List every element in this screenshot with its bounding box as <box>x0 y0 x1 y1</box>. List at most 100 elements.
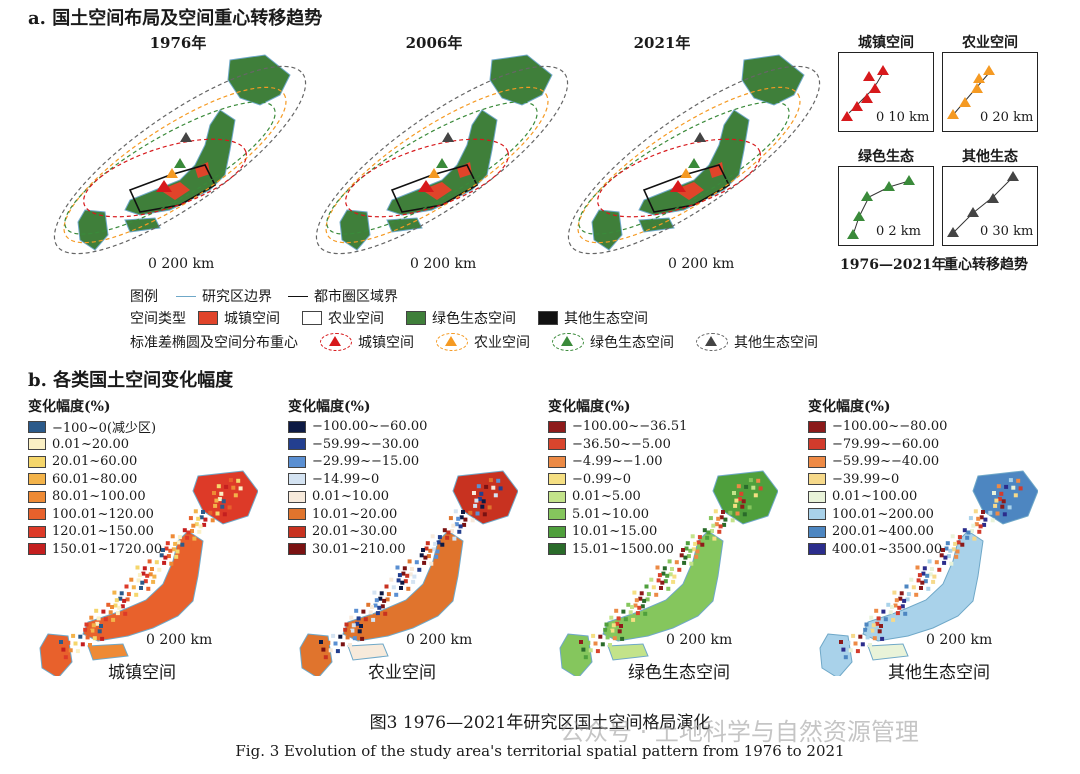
trend-panel-other <box>942 166 1038 246</box>
legend-class-label: −39.99~0 <box>832 471 900 487</box>
year-label-2021: 2021年 <box>633 34 691 52</box>
legend-class-label: −59.99~−40.00 <box>832 454 940 470</box>
legend-class-label: −0.99~0 <box>572 471 632 487</box>
change-map-4 <box>819 470 1038 676</box>
trend-caption-right: 重心转移趋势 <box>944 257 1028 273</box>
legend-class-label: −29.99~−15.00 <box>312 454 420 470</box>
legend-class-label: 80.01~100.00 <box>52 489 146 505</box>
agri-swatch-icon <box>302 311 322 325</box>
other-ellipse-icon <box>696 333 728 351</box>
trend-scale-urban: 0 10 km <box>876 110 930 125</box>
legend-class-label: 0.01~10.00 <box>312 489 390 505</box>
legend-class-item: −79.99~−60.00 <box>808 436 947 454</box>
legend-class-item: 400.01~3500.00 <box>808 541 947 559</box>
color-swatch-icon <box>288 438 306 451</box>
legend-ellipse-urban: 城镇空间 <box>358 335 414 351</box>
color-swatch-icon <box>808 525 826 538</box>
color-swatch-icon <box>288 455 306 468</box>
legend-class-item: 150.01~1720.00 <box>28 541 162 559</box>
color-swatch-icon <box>808 508 826 521</box>
color-swatch-icon <box>288 508 306 521</box>
color-swatch-icon <box>288 420 306 433</box>
trend-title-other: 其他生态 <box>962 149 1018 165</box>
trend-scale-agri: 0 20 km <box>980 110 1034 125</box>
color-swatch-icon <box>548 455 566 468</box>
scale-bar: 0 200 km <box>146 632 213 648</box>
color-swatch-icon <box>288 525 306 538</box>
color-swatch-icon <box>28 438 46 451</box>
color-swatch-icon <box>288 473 306 486</box>
trend-panel-green <box>838 166 934 246</box>
legend-map-3: 变化幅度(%) −100.00~−36.51 −36.50~−5.00 −4.99~−… <box>548 396 687 558</box>
metro-boundary-line-icon <box>288 295 308 297</box>
legend-class-item: −4.99~−1.00 <box>548 453 687 471</box>
legend-class-item: −36.50~−5.00 <box>548 436 687 454</box>
color-swatch-icon <box>808 490 826 503</box>
legend-class-label: 60.01~80.00 <box>52 471 138 487</box>
scale-bar: 0 200 km <box>406 632 473 648</box>
trend-panel-agri <box>942 52 1038 132</box>
legend-map-4: 变化幅度(%) −100.00~−80.00 −79.99~−60.00 −59.99… <box>808 396 947 558</box>
section-a-maps <box>30 50 830 270</box>
legend-type-other: 其他生态空间 <box>564 311 648 327</box>
legend-class-item: 30.01~210.00 <box>288 541 427 559</box>
study-boundary-line-icon <box>176 295 196 297</box>
color-swatch-icon <box>28 543 46 556</box>
legend-class-item: 0.01~5.00 <box>548 488 687 506</box>
legend-class-label: 200.01~400.00 <box>832 524 934 540</box>
trend-title-urban: 城镇空间 <box>858 35 914 51</box>
trend-caption-left: 1976—2021年 <box>840 257 946 273</box>
legend-class-label: −59.99~−30.00 <box>312 436 420 452</box>
green-swatch-icon <box>406 311 426 325</box>
other-swatch-icon <box>538 311 558 325</box>
legend-row-types: 空间类型 城镇空间 农业空间 绿色生态空间 其他生态空间 <box>130 308 648 328</box>
legend-class-label: 20.01~60.00 <box>52 454 138 470</box>
legend-class-label: 100.01~120.00 <box>52 506 154 522</box>
legend-ellipse-agri: 农业空间 <box>474 335 530 351</box>
trend-panel-urban <box>838 52 934 132</box>
legend-header: 变化幅度(%) <box>28 399 111 415</box>
legend-class-item: 15.01~1500.00 <box>548 541 687 559</box>
legend-class-label: −100.00~−60.00 <box>312 419 428 435</box>
legend-class-item: 0.01~20.00 <box>28 436 162 454</box>
legend-label-tuli: 图例 <box>130 289 158 305</box>
legend-class-label: −100.00~−80.00 <box>832 419 948 435</box>
figure-caption-cn: 图3 1976—2021年研究区国土空间格局演化 <box>369 713 711 733</box>
change-map-2 <box>299 470 518 676</box>
urban-ellipse-icon <box>320 333 352 351</box>
color-swatch-icon <box>548 525 566 538</box>
color-swatch-icon <box>808 543 826 556</box>
legend-class-label: 400.01~3500.00 <box>832 541 943 557</box>
legend-study-boundary: 研究区边界 <box>202 289 272 305</box>
color-swatch-icon <box>288 490 306 503</box>
color-swatch-icon <box>288 543 306 556</box>
legend-header: 变化幅度(%) <box>808 399 891 415</box>
legend-class-item: 10.01~15.00 <box>548 523 687 541</box>
legend-class-item: 100.01~200.00 <box>808 506 947 524</box>
legend-class-item: 5.01~10.00 <box>548 506 687 524</box>
scale-bar: 0 200 km <box>666 632 733 648</box>
color-swatch-icon <box>28 508 46 521</box>
legend-class-label: 15.01~1500.00 <box>572 541 674 557</box>
legend-class-label: −4.99~−1.00 <box>572 454 663 470</box>
scale-bar-2021: 0 200 km <box>668 256 735 272</box>
legend-class-item: −0.99~0 <box>548 471 687 489</box>
legend-class-item: 20.01~30.00 <box>288 523 427 541</box>
legend-class-item: −39.99~0 <box>808 471 947 489</box>
legend-class-label: 10.01~15.00 <box>572 524 658 540</box>
legend-type-green: 绿色生态空间 <box>432 311 516 327</box>
legend-class-item: 80.01~100.00 <box>28 488 162 506</box>
legend-class-label: −36.50~−5.00 <box>572 436 671 452</box>
legend-class-label: 120.01~150.00 <box>52 524 154 540</box>
section-b-title: b. 各类国土空间变化幅度 <box>28 370 234 391</box>
legend-class-label: 30.01~210.00 <box>312 541 406 557</box>
legend-type-agri: 农业空间 <box>328 311 384 327</box>
legend-class-item: −59.99~−30.00 <box>288 436 427 454</box>
legend-class-label: 0.01~20.00 <box>52 436 130 452</box>
section-b-panels: 变化幅度(%) −100~0(减少区) 0.01~20.00 20.01~60.00 6… <box>0 396 1080 696</box>
color-swatch-icon <box>808 455 826 468</box>
legend-class-label: 5.01~10.00 <box>572 506 650 522</box>
legend-class-item: −59.99~−40.00 <box>808 453 947 471</box>
color-swatch-icon <box>548 508 566 521</box>
section-a-title: a. 国土空间布局及空间重心转移趋势 <box>28 8 323 29</box>
